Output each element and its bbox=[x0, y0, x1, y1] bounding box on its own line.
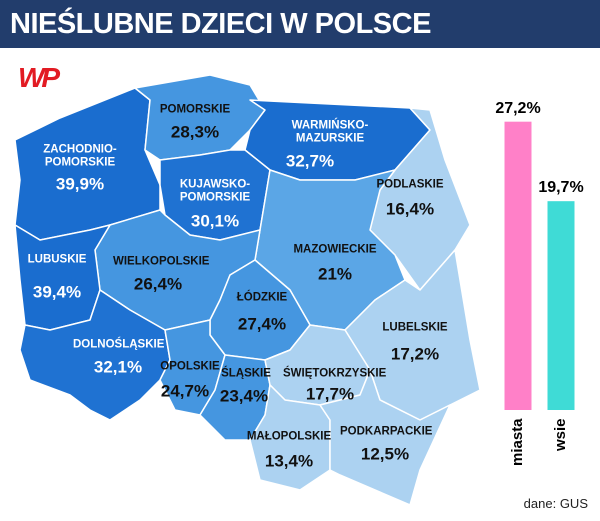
region-value: 17,2% bbox=[390, 344, 440, 364]
region-value: 21% bbox=[317, 264, 353, 284]
region-name: MAZOWIECKIE bbox=[293, 243, 377, 256]
region-name: LUBUSKIE bbox=[27, 253, 87, 266]
region-name: MAŁOPOLSKIE bbox=[246, 430, 332, 443]
region-name: ZACHODNIO-POMORSKIE bbox=[43, 143, 117, 168]
region bbox=[249, 384, 331, 491]
region-name: ŚLĄSKIE bbox=[221, 367, 271, 380]
source: dane: GUS bbox=[523, 496, 588, 511]
region-value: 27,4% bbox=[237, 314, 287, 334]
logo: WP bbox=[18, 62, 60, 93]
region-name: LUBELSKIE bbox=[382, 321, 448, 334]
title: NIEŚLUBNE DZIECI W POLSCE bbox=[0, 0, 600, 48]
bar bbox=[504, 121, 532, 411]
region-value: 12,5% bbox=[360, 444, 410, 464]
region-name: KUJAWSKO-POMORSKIE bbox=[179, 178, 251, 203]
region-name: WIELKOPOLSKIE bbox=[113, 255, 210, 268]
region-name: WARMIŃSKO-MAZURSKIE bbox=[291, 119, 369, 144]
region-value: 28,3% bbox=[170, 122, 220, 142]
bar-value: 19,7% bbox=[538, 179, 584, 197]
bar-value: 27,2% bbox=[495, 99, 541, 117]
region-name: ŚWIĘTOKRZYSKIE bbox=[283, 367, 387, 380]
bar-category: wsie bbox=[552, 418, 569, 451]
region-value: 24,7% bbox=[160, 381, 210, 401]
region-value: 30,1% bbox=[190, 211, 240, 231]
region bbox=[369, 107, 471, 291]
region-value: 32,1% bbox=[93, 357, 143, 377]
region-value: 39,9% bbox=[55, 174, 105, 194]
region-value: 17,7% bbox=[305, 384, 355, 404]
region-value: 26,4% bbox=[133, 274, 183, 294]
region-value: 32,7% bbox=[285, 151, 335, 171]
region-value: 13,4% bbox=[264, 451, 314, 471]
region-name: PODKARPACKIE bbox=[340, 425, 433, 438]
bar bbox=[547, 201, 575, 410]
bar-category: miasta bbox=[509, 418, 526, 466]
region bbox=[319, 369, 451, 506]
region-name: OPOLSKIE bbox=[160, 360, 220, 373]
region-value: 16,4% bbox=[385, 199, 435, 219]
region-name: POMORSKIE bbox=[159, 103, 231, 116]
region-name: PODLASKIE bbox=[376, 178, 444, 191]
region-name: DOLNOŚLĄSKIE bbox=[73, 338, 165, 351]
region-value: 23,4% bbox=[219, 386, 269, 406]
region-name: ŁÓDZKIE bbox=[236, 291, 288, 304]
region-value: 39,4% bbox=[32, 282, 82, 302]
